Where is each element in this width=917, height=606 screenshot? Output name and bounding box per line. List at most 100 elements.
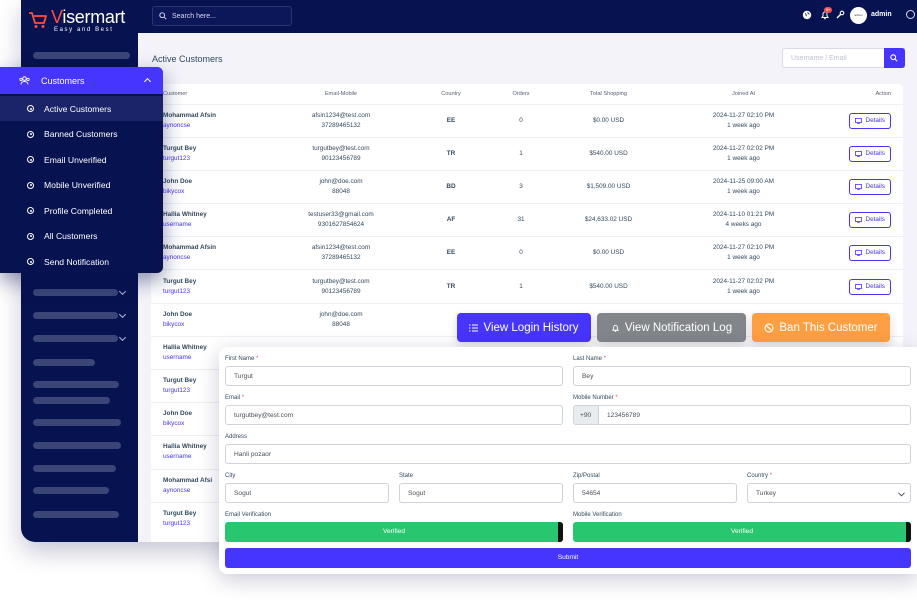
mobile-number-label: Mobile Number *: [573, 395, 618, 401]
circle-dot-icon: [27, 207, 34, 214]
view-notification-log-button[interactable]: View Notification Log: [597, 313, 746, 342]
customer-mobile: 9301627854624: [317, 221, 365, 229]
details-label: Details: [865, 182, 885, 190]
customer-username-link[interactable]: aynoncse: [163, 486, 191, 494]
sidebar-placeholder[interactable]: [33, 289, 118, 296]
customer-name: Mohammad Afsin: [163, 111, 217, 119]
details-label: Details: [865, 149, 885, 157]
logo-wordmark: Visermart: [51, 7, 125, 27]
joined-date: 2024-11-27 02:10 PM: [712, 111, 775, 119]
sidebar-placeholder[interactable]: [33, 397, 110, 404]
view-login-history-button[interactable]: View Login History: [457, 313, 591, 342]
table-row: John Doe bikycox john@doe.com 88048: [151, 303, 903, 336]
customer-username-link[interactable]: bikycox: [163, 320, 185, 328]
sidebar-placeholder[interactable]: [33, 465, 116, 472]
chevron-down-icon[interactable]: [906, 10, 915, 19]
customer-username-link[interactable]: username: [163, 453, 192, 461]
mobile-verification-toggle[interactable]: Verified: [573, 522, 911, 542]
customer-name: John Doe: [163, 410, 193, 418]
joined-at-cell: 2024-11-27 02:02 PM 1 week ago: [681, 270, 806, 303]
column-header: Action: [875, 90, 891, 97]
search-input[interactable]: Search here...: [152, 6, 292, 26]
globe-icon[interactable]: [802, 10, 812, 20]
table-row: Turgut Bey turgut123 turgutbey@test.com 901…: [151, 137, 903, 170]
orders-cell: 1: [519, 282, 523, 290]
country-select[interactable]: Turkey: [747, 483, 911, 503]
email-mobile-cell: testuser33@gmail.com 9301627854624: [286, 204, 396, 237]
customer-name: Hallia Whitney: [163, 443, 207, 451]
customer-username-link[interactable]: username: [163, 221, 192, 229]
table-row: Mohammad Afsin aynoncse afsin1234@test.com…: [151, 104, 903, 137]
submenu-item-email-unverified[interactable]: Email Unverified: [0, 147, 163, 172]
submenu-item-profile-completed[interactable]: Profile Completed: [0, 198, 163, 223]
toggle-handle[interactable]: [558, 522, 563, 542]
sidebar-item-customers[interactable]: Customers: [0, 67, 163, 94]
bell-icon: [611, 324, 619, 332]
submenu-item-mobile-unverified[interactable]: Mobile Unverified: [0, 173, 163, 198]
details-label: Details: [865, 116, 885, 124]
customer-username-link[interactable]: turgut123: [163, 287, 191, 295]
details-button[interactable]: Details: [849, 245, 891, 262]
customer-username-link[interactable]: turgut123: [163, 520, 191, 528]
customer-cell: Mohammad Afsin aynoncse: [151, 104, 286, 137]
city-field[interactable]: Sogut: [225, 483, 389, 503]
customer-username-link[interactable]: bikycox: [163, 187, 185, 195]
sidebar-placeholder[interactable]: [33, 487, 109, 494]
details-button[interactable]: Details: [849, 212, 891, 229]
search-placeholder: Search here...: [172, 12, 216, 20]
submit-button[interactable]: Submit: [225, 548, 911, 568]
avatar[interactable]: admin: [850, 7, 867, 24]
first-name-field[interactable]: Turgut: [225, 366, 563, 386]
sidebar-placeholder[interactable]: [33, 442, 121, 449]
email-field[interactable]: turgutbey@test.com: [225, 405, 563, 425]
customer-username-link[interactable]: turgut123: [163, 154, 191, 162]
sidebar-placeholder[interactable]: [33, 312, 118, 319]
last-name-field[interactable]: Bey: [573, 366, 911, 386]
user-name[interactable]: admin: [871, 11, 892, 18]
column-header: Orders: [512, 90, 530, 97]
submenu-item-all-customers[interactable]: All Customers: [0, 224, 163, 249]
submenu-item-label: Banned Customers: [44, 129, 118, 139]
sidebar-placeholder[interactable]: [33, 335, 118, 342]
country-cell: EE: [446, 116, 456, 124]
sidebar-placeholder[interactable]: [33, 52, 130, 59]
details-button[interactable]: Details: [849, 112, 891, 129]
customer-username-link[interactable]: username: [163, 353, 192, 361]
details-button[interactable]: Details: [849, 178, 891, 195]
ban-customer-button[interactable]: Ban This Customer: [752, 313, 890, 342]
email-verification-toggle[interactable]: Verified: [225, 522, 563, 542]
zip-field[interactable]: 54654: [573, 483, 737, 503]
customer-email: turgutbey@test.com: [312, 144, 370, 152]
filter-search-button[interactable]: [884, 48, 905, 68]
toggle-handle[interactable]: [906, 522, 911, 542]
sidebar-placeholder[interactable]: [33, 511, 119, 518]
logo-tagline: Easy and Best: [54, 27, 114, 33]
customer-username-link[interactable]: aynoncse: [163, 254, 191, 262]
topbar: Search here... 9+ admin admin: [138, 0, 917, 33]
customer-username-link[interactable]: bikycox: [163, 420, 185, 428]
sidebar-placeholder[interactable]: [33, 381, 119, 388]
state-label: State: [399, 473, 414, 479]
table-row: Hallia Whitney username testuser33@gmail.c…: [151, 203, 903, 237]
sidebar-placeholder[interactable]: [33, 359, 95, 366]
details-button[interactable]: Details: [849, 145, 891, 162]
address-field[interactable]: Hanli pozaor: [225, 444, 911, 464]
customer-cell: Turgut Bey turgut123: [151, 137, 286, 170]
desktop-icon: [855, 217, 863, 224]
state-field[interactable]: Sogut: [399, 483, 563, 503]
customer-email: john@doe.com: [319, 177, 363, 185]
sidebar-placeholder[interactable]: [33, 419, 121, 426]
details-button[interactable]: Details: [849, 278, 891, 295]
customer-username-link[interactable]: aynoncse: [163, 121, 191, 129]
submenu-item-send-notification[interactable]: Send Notification: [0, 249, 163, 274]
wrench-icon[interactable]: [835, 10, 845, 20]
brand-logo[interactable]: Visermart Easy and Best: [27, 8, 125, 33]
customer-username-link[interactable]: turgut123: [163, 387, 191, 395]
notification-count-badge: 9+: [824, 7, 832, 13]
country-select-value: Turkey: [756, 490, 776, 497]
submenu-item-active-customers[interactable]: Active Customers: [0, 96, 163, 121]
mobile-number-field[interactable]: 123456789: [598, 405, 911, 425]
submenu-item-banned-customers[interactable]: Banned Customers: [0, 122, 163, 147]
customer-name: Turgut Bey: [163, 277, 197, 285]
joined-date: 2024-11-27 02:02 PM: [712, 144, 775, 152]
